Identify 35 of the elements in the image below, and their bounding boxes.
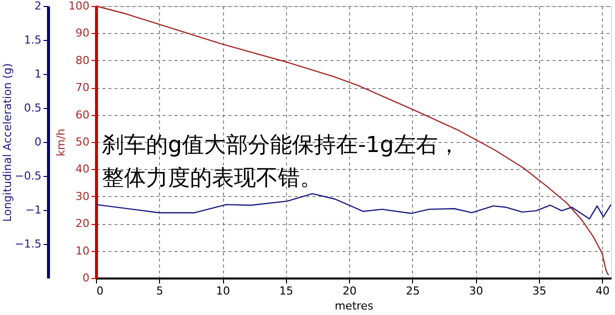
x-tick-label: 20 bbox=[342, 284, 357, 298]
y-tick-label: 70 bbox=[76, 81, 90, 94]
y2-tick-label: 2 bbox=[34, 0, 42, 12]
x-tick-label: 0 bbox=[96, 284, 104, 298]
y2-tick-label: 1 bbox=[34, 68, 42, 80]
x-tick-label: 30 bbox=[469, 284, 484, 298]
y2-tick-label: 1.5 bbox=[24, 34, 42, 46]
y-tick-label: 90 bbox=[76, 26, 90, 40]
annotation: 整体力度的表现不错。 bbox=[102, 166, 322, 191]
y-tick-label: 80 bbox=[76, 54, 90, 67]
y-tick-label: 0 bbox=[82, 272, 90, 284]
y-tick-label: 30 bbox=[76, 190, 90, 203]
y-tick-label: 100 bbox=[68, 0, 90, 12]
line-series bbox=[95, 193, 612, 220]
x-axis-title: metres bbox=[334, 300, 374, 312]
y-tick-label: 10 bbox=[76, 244, 90, 258]
x-tick-label: 35 bbox=[532, 284, 546, 298]
y2-tick-label: −0.5 bbox=[14, 170, 42, 182]
y2-axis-title: Longitudinal Acceleration (g) bbox=[0, 63, 14, 222]
y2-tick-label: −1.5 bbox=[14, 238, 42, 250]
y2-tick-label: 0.5 bbox=[24, 102, 42, 114]
y-tick-label: 40 bbox=[76, 162, 90, 176]
y-tick-label: 50 bbox=[76, 136, 90, 148]
x-tick-label: 40 bbox=[596, 284, 610, 298]
annotation: 刹车的g值大部分能保持在-1g左右， bbox=[102, 133, 460, 158]
line-series bbox=[95, 5, 610, 276]
y-tick-label: 60 bbox=[76, 108, 90, 122]
y-tick-label: 20 bbox=[76, 217, 90, 230]
y-axis-title: km/h bbox=[54, 128, 68, 156]
x-tick-label: 15 bbox=[279, 284, 294, 298]
y2-tick-label: 0 bbox=[34, 136, 42, 148]
x-tick-label: 10 bbox=[216, 284, 230, 298]
y2-tick-label: −1 bbox=[25, 204, 42, 216]
x-tick-label: 25 bbox=[406, 284, 420, 298]
x-tick-label: 5 bbox=[156, 284, 164, 298]
